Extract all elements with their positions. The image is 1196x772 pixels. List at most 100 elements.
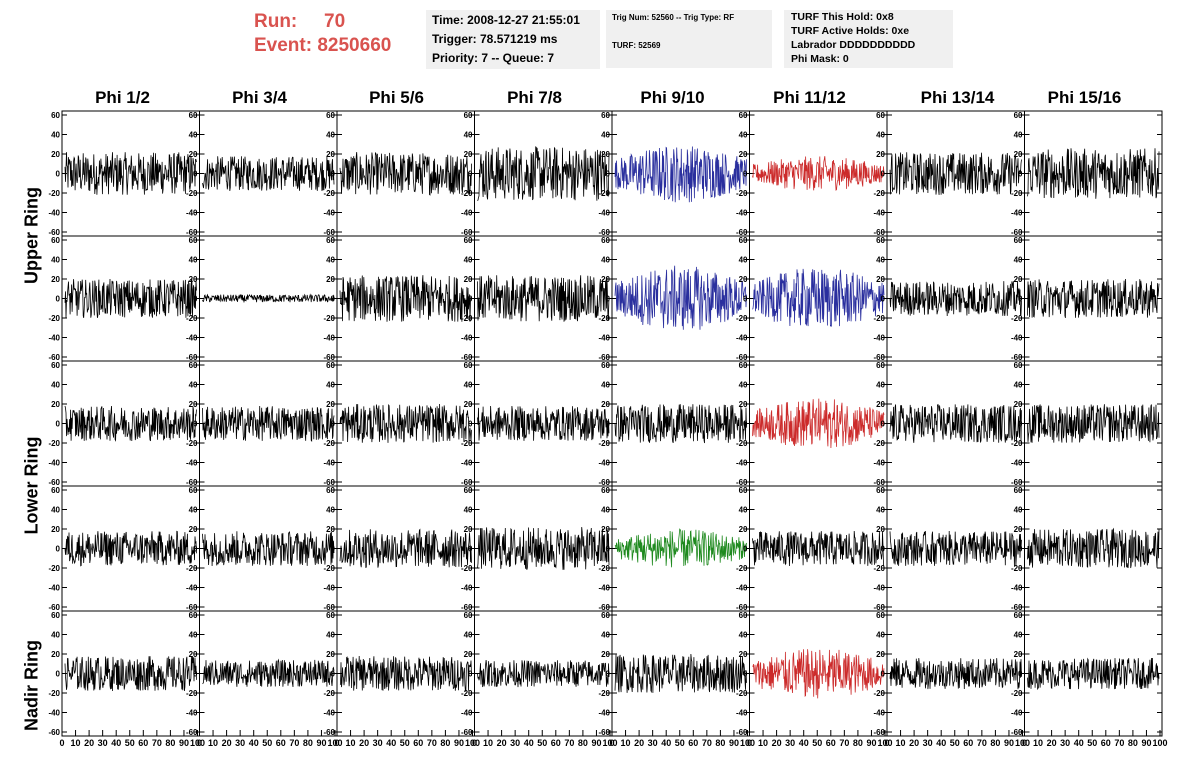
y-tick-label: 40 <box>326 631 335 640</box>
y-tick-label: 20 <box>464 400 473 409</box>
y-tick-label: -40 <box>461 459 473 468</box>
waveform-trace-r2-c8 <box>1027 278 1160 318</box>
y-tick-label: 60 <box>1014 486 1023 495</box>
x-tick-label: 40 <box>1074 738 1084 748</box>
y-tick-label: 60 <box>464 486 473 495</box>
waveform-trace-r4-c1 <box>64 530 197 567</box>
y-tick-label: 40 <box>876 256 885 265</box>
y-tick-label: 20 <box>189 525 198 534</box>
y-tick-label: 0 <box>743 170 748 179</box>
y-tick-label: 60 <box>464 111 473 120</box>
x-tick-label: 20 <box>222 738 232 748</box>
y-tick-label: 60 <box>739 486 748 495</box>
waveform-trace-r1-c3 <box>339 152 472 196</box>
x-tick-label: 90 <box>316 738 326 748</box>
y-tick-label: 0 <box>881 170 886 179</box>
y-tick-label: 60 <box>51 361 60 370</box>
y-tick-label: -20 <box>323 689 335 698</box>
y-tick-label: -60 <box>323 728 335 737</box>
x-tick-label: 30 <box>923 738 933 748</box>
y-tick-label: 40 <box>739 381 748 390</box>
y-tick-label: 20 <box>876 275 885 284</box>
y-tick-label: 40 <box>876 131 885 140</box>
y-tick-label: -60 <box>48 478 60 487</box>
y-tick-label: 0 <box>56 545 61 554</box>
waveform-trace-r1-c5 <box>614 146 747 203</box>
y-tick-label: -20 <box>1011 564 1023 573</box>
trig-num-text: Trig Num: 52560 -- Trig Type: RF <box>612 13 735 22</box>
y-tick-label: 60 <box>1014 361 1023 370</box>
y-tick-label: 20 <box>601 275 610 284</box>
y-tick-label: 0 <box>468 170 473 179</box>
y-tick-label: 40 <box>464 381 473 390</box>
x-tick-label: 20 <box>84 738 94 748</box>
y-tick-label: 20 <box>739 525 748 534</box>
x-tick-label: 100 <box>877 738 892 748</box>
x-tick-label: 50 <box>1087 738 1097 748</box>
y-tick-label: 40 <box>189 631 198 640</box>
y-tick-label: -60 <box>323 228 335 237</box>
x-tick-label: 80 <box>990 738 1000 748</box>
y-tick-label: -40 <box>186 709 198 718</box>
y-tick-label: -40 <box>323 584 335 593</box>
y-tick-label: -60 <box>461 228 473 237</box>
y-tick-label: 0 <box>743 420 748 429</box>
x-tick-label: 50 <box>125 738 135 748</box>
x-tick-label: 90 <box>729 738 739 748</box>
x-tick-label: 10 <box>71 738 81 748</box>
y-tick-label: 0 <box>193 670 198 679</box>
y-tick-label: 40 <box>51 631 60 640</box>
waveform-trace-r2-c3 <box>339 275 472 322</box>
x-tick-label: 10 <box>896 738 906 748</box>
y-tick-label: 40 <box>739 256 748 265</box>
labrador-text: Labrador DDDDDDDDDD <box>791 39 916 51</box>
x-tick-label: 80 <box>853 738 863 748</box>
y-tick-label: 20 <box>739 650 748 659</box>
x-tick-label: 20 <box>359 738 369 748</box>
waveform-trace-r3-c3 <box>339 403 472 443</box>
y-tick-label: -20 <box>323 439 335 448</box>
y-tick-label: -20 <box>461 314 473 323</box>
y-tick-label: 60 <box>51 611 60 620</box>
y-tick-label: 60 <box>326 236 335 245</box>
y-tick-label: -40 <box>48 459 60 468</box>
waveform-trace-r4-c4 <box>477 527 610 570</box>
x-tick-label: 50 <box>400 738 410 748</box>
y-tick-label: -20 <box>48 564 60 573</box>
y-tick-label: 60 <box>464 236 473 245</box>
y-tick-label: 60 <box>739 236 748 245</box>
x-tick-label: 20 <box>772 738 782 748</box>
y-tick-label: -20 <box>186 689 198 698</box>
waveform-trace-r2-c6 <box>752 268 885 327</box>
y-tick-label: -20 <box>736 314 748 323</box>
y-tick-label: 20 <box>739 150 748 159</box>
waveform-trace-r5-c7 <box>889 658 1022 690</box>
y-tick-label: -40 <box>461 584 473 593</box>
y-tick-label: -60 <box>598 478 610 487</box>
x-tick-label: 10 <box>758 738 768 748</box>
panel-frame-r5-c3 <box>336 610 475 737</box>
y-tick-label: 20 <box>464 525 473 534</box>
y-tick-label: 20 <box>189 275 198 284</box>
waveform-trace-r5-c5 <box>614 653 747 694</box>
y-tick-label: -40 <box>598 584 610 593</box>
column-label-5: Phi 9/10 <box>640 88 705 107</box>
x-tick-label: 10 <box>208 738 218 748</box>
y-tick-label: -40 <box>598 209 610 218</box>
trigger-text: Trigger: 78.571219 ms <box>432 32 558 46</box>
column-label-2: Phi 3/4 <box>232 88 287 107</box>
x-tick-label: 80 <box>165 738 175 748</box>
x-tick-label: 30 <box>235 738 245 748</box>
y-tick-label: -60 <box>736 353 748 362</box>
waveform-trace-r3-c6 <box>752 398 885 449</box>
y-tick-label: -60 <box>186 478 198 487</box>
x-tick-label: 60 <box>826 738 836 748</box>
y-tick-label: 60 <box>51 486 60 495</box>
y-tick-label: 20 <box>601 400 610 409</box>
waveform-trace-r5-c2 <box>202 658 335 688</box>
y-tick-label: 20 <box>51 400 60 409</box>
y-tick-label: 0 <box>331 545 336 554</box>
x-tick-label: 90 <box>1004 738 1014 748</box>
y-tick-label: 40 <box>601 131 610 140</box>
y-tick-label: 60 <box>876 361 885 370</box>
